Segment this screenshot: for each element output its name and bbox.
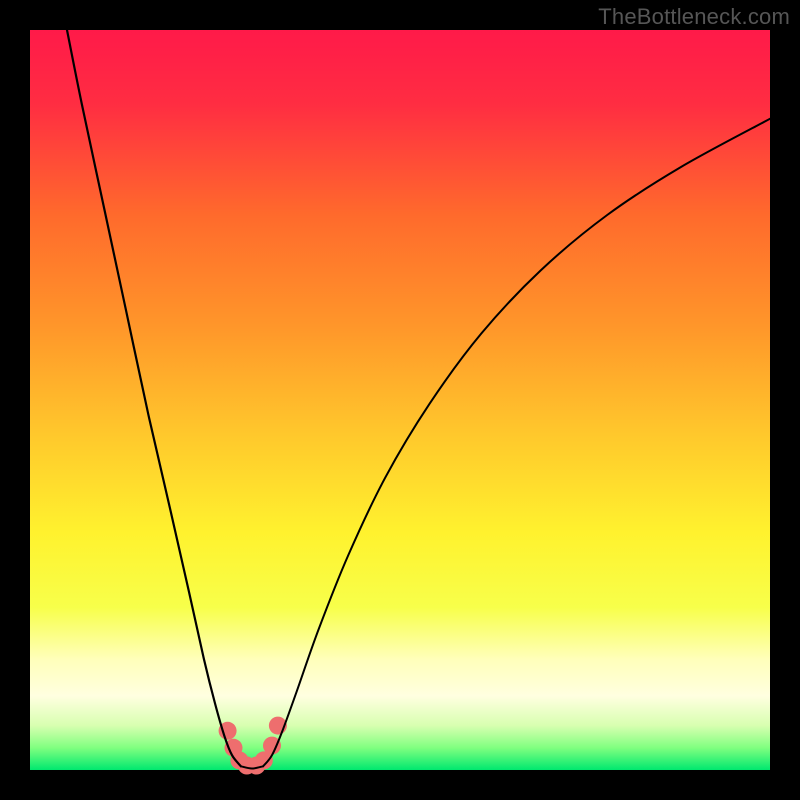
bottleneck-chart xyxy=(0,0,800,800)
watermark-text: TheBottleneck.com xyxy=(598,4,790,30)
gradient-plot-area xyxy=(30,30,770,770)
chart-container: TheBottleneck.com xyxy=(0,0,800,800)
